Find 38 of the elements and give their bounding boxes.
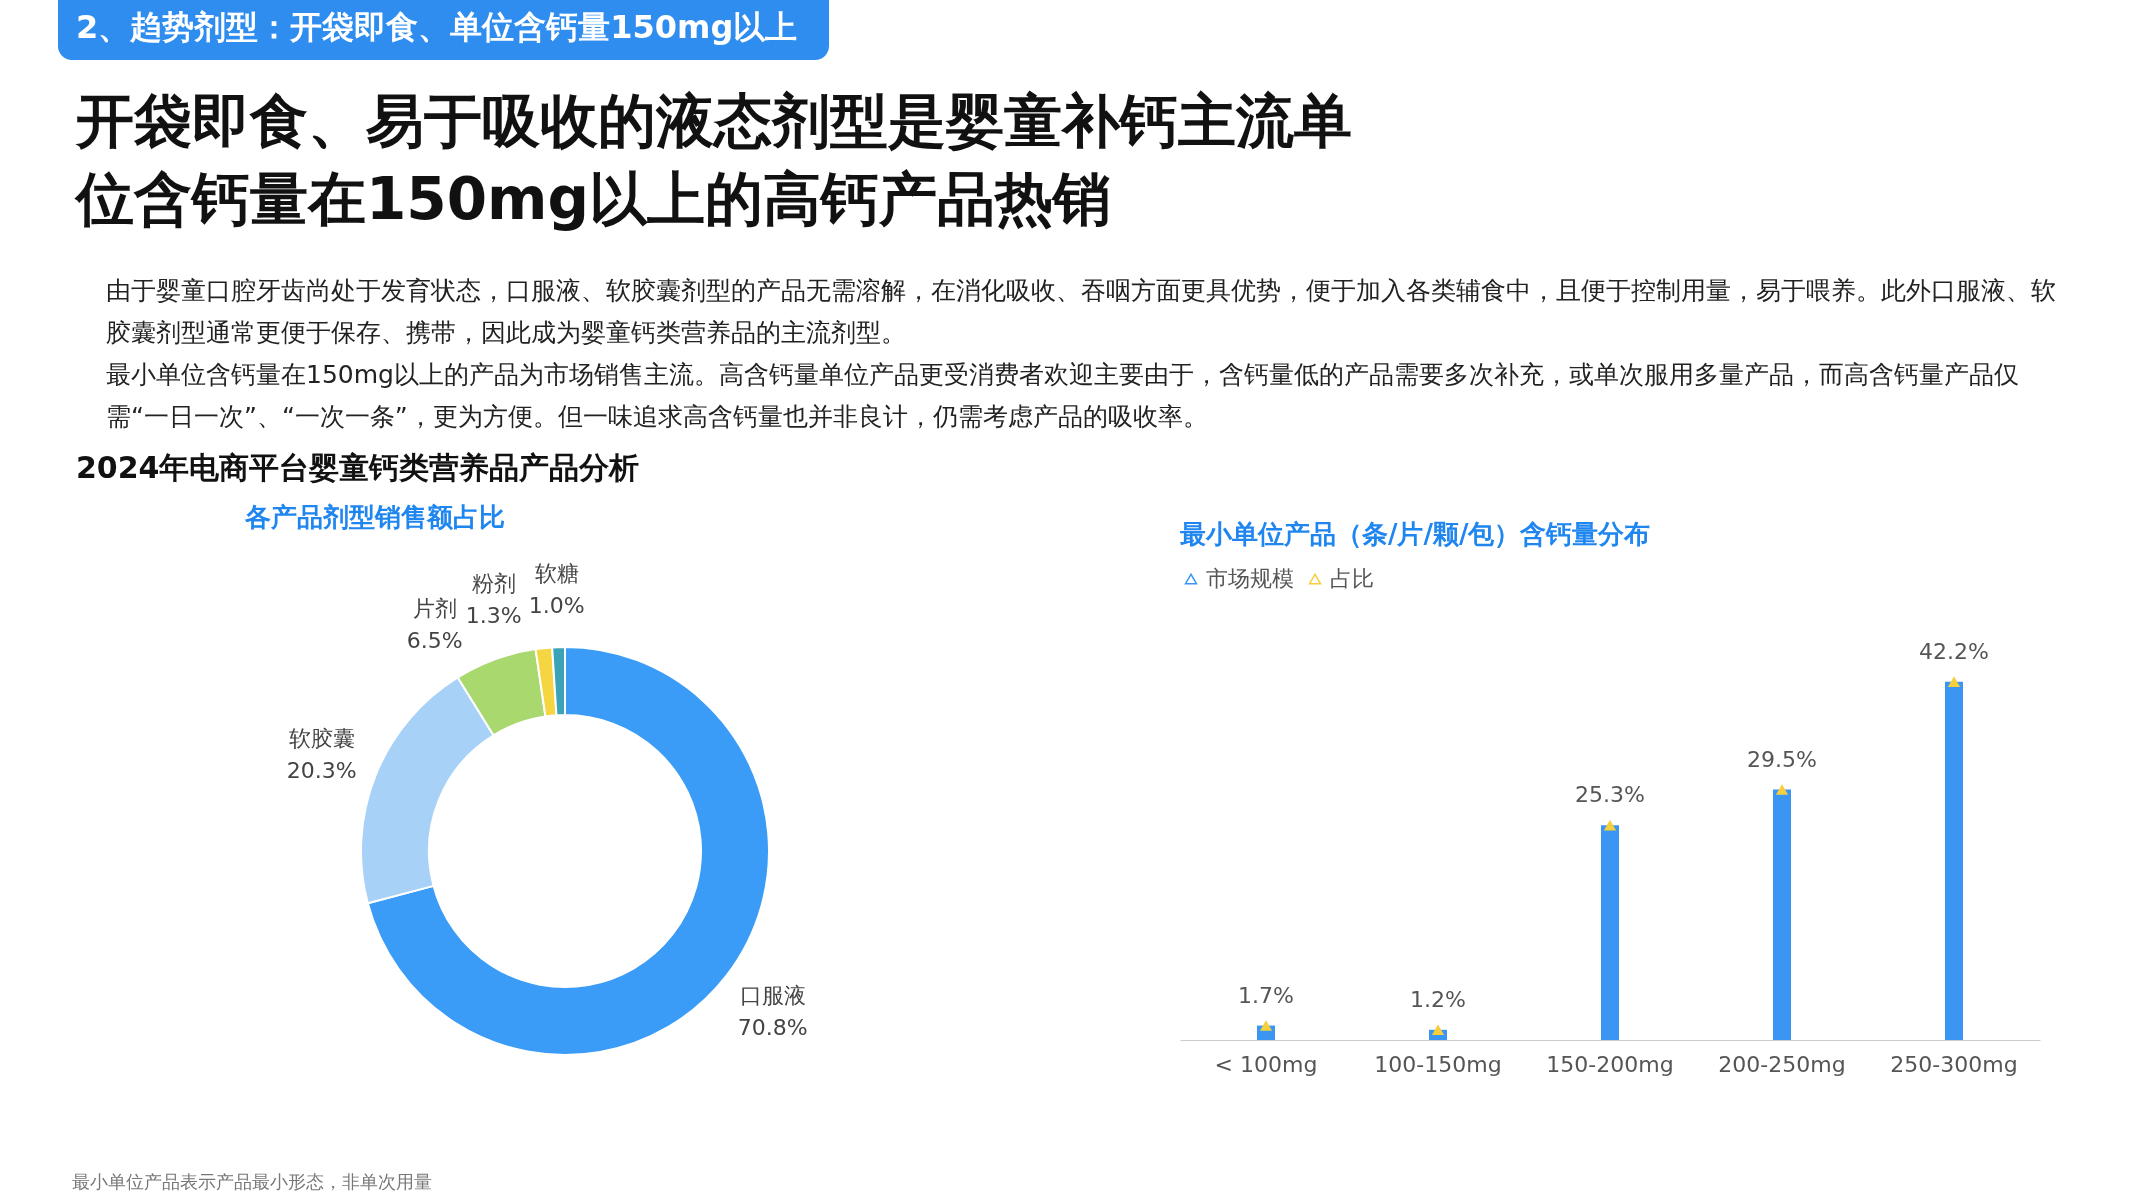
x-tick-label: 200-250mg — [1718, 1051, 1846, 1077]
text: 最小单位产品表示产品最小形态，非单次用量 — [72, 1170, 432, 1194]
chart-title: 最小单位产品（条/片/颗/包）含钙量分布 — [1179, 519, 1651, 549]
legend-label: 市场规模 — [1206, 566, 1294, 591]
data-label: 20.3% — [286, 758, 357, 784]
data-label: 6.5% — [406, 627, 463, 653]
slice-label: 软胶囊 — [288, 726, 355, 752]
data-label: 42.2% — [1919, 638, 1989, 664]
data-label: 1.0% — [528, 593, 585, 619]
text: 最小单位含钙量在150mg以上的产品为市场销售主流。高含钙量单位产品更受消费者欢迎主要由于，含钙量低的产品需要多次补充，或单次服用多量产品，而高含钙量产品仅需“一日一次”、“一次一条”，更为方便。但一味追求高含钙量也并非良计，仍需考虑产品的吸收率。 — [106, 359, 2020, 433]
point — [1775, 784, 1789, 795]
slice-label: 粉剂 — [471, 570, 516, 596]
data-label: 1.2% — [1410, 986, 1466, 1012]
data-label: 1.3% — [465, 602, 522, 628]
bar — [1601, 825, 1619, 1040]
bar — [1773, 789, 1791, 1040]
slice-label: 口服液 — [739, 982, 806, 1008]
x-tick-label: 100-150mg — [1374, 1051, 1502, 1077]
slice-label: 片剂 — [412, 595, 457, 621]
data-label: 1.7% — [1238, 982, 1294, 1008]
legend-label: 占比 — [1330, 566, 1374, 591]
x-tick-label: 150-200mg — [1546, 1051, 1674, 1077]
bar — [1945, 681, 1963, 1040]
data-label: 29.5% — [1747, 746, 1817, 772]
chart-title: 各产品剂型销售额占比 — [244, 502, 505, 532]
data-label: 25.3% — [1575, 782, 1645, 808]
text: 开袋即食、易于吸收的液态剂型是婴童补钙主流单位含钙量在150mg以上的高钙产品热销 — [76, 86, 1353, 235]
x-tick-label: 250-300mg — [1890, 1051, 2018, 1077]
point — [1431, 1024, 1445, 1036]
data-label: 70.8% — [737, 1014, 808, 1040]
text: 由于婴童口腔牙齿尚处于发育状态，口服液、软胶囊剂型的产品无需溶解，在消化吸收、吞咽方面更具优势，便于加入各类辅食中，且便于控制用量，易于喂养。此外口服液、软胶囊剂型通常更便于保存、携带，因此成为婴童钙类营养品的主流剂型。 — [106, 275, 2057, 349]
point — [1259, 1020, 1273, 1031]
point — [1947, 676, 1961, 687]
point — [1603, 819, 1617, 831]
text: 2024年电商平台婴童钙类营养品产品分析 — [76, 449, 640, 487]
text: 2、趋势剂型：开袋即食、单位含钙量150mg以上 — [58, 0, 830, 60]
x-tick-label: < 100mg — [1214, 1051, 1318, 1077]
slice-label: 软糖 — [534, 561, 579, 587]
